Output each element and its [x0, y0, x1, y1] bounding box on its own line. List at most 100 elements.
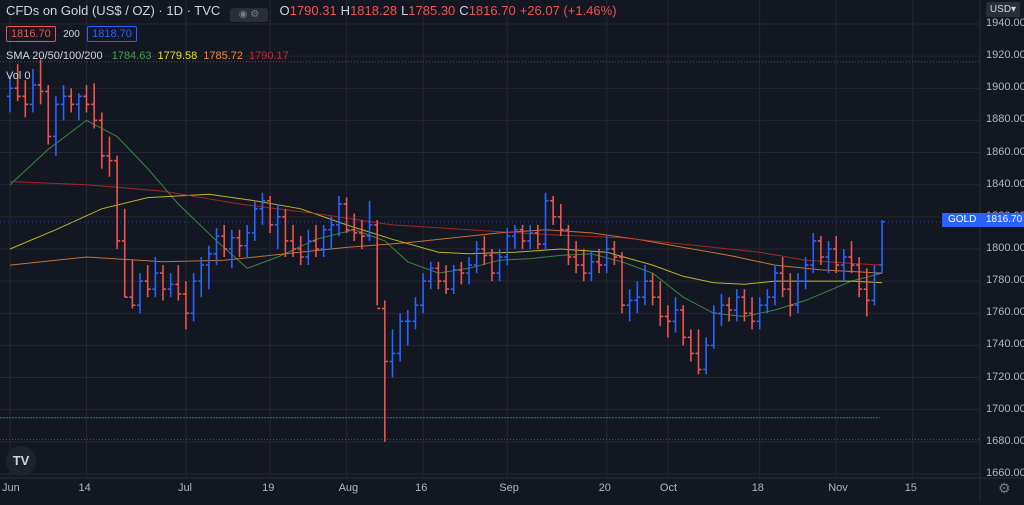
- spread-label: 200: [63, 29, 80, 40]
- bid-price-box[interactable]: 1816.70: [6, 26, 56, 42]
- ohlc-bar: [488, 248, 495, 282]
- ohlc-bar: [75, 93, 82, 121]
- ohlc-bar: [60, 85, 67, 121]
- ohlc-bar: [7, 75, 13, 113]
- ohlc-bar: [14, 64, 21, 102]
- ohlc-bar: [580, 248, 587, 282]
- ohlc-bar: [381, 300, 388, 442]
- price-tick: 1900.00: [986, 81, 1024, 94]
- sma-value: 1784.63: [111, 50, 152, 62]
- ohlc-bar: [267, 195, 274, 233]
- ohlc-bar: [328, 216, 335, 249]
- ohlc-bar: [863, 268, 870, 317]
- ohlc-bar: [68, 88, 75, 113]
- ohlc-bar: [313, 224, 319, 258]
- ohlc-bar: [167, 273, 174, 298]
- ohlc-bar: [389, 329, 396, 378]
- ohlc-bar: [297, 236, 304, 266]
- ohlc-bar: [817, 236, 824, 266]
- ohlc-bar: [137, 273, 144, 314]
- ohlc-bar: [205, 245, 212, 290]
- ohlc-bar: [121, 208, 128, 298]
- currency-selector[interactable]: USD▾: [986, 2, 1020, 17]
- ohlc-bar: [496, 248, 503, 282]
- ohlc-bar: [274, 203, 281, 249]
- ohlc-bar: [726, 297, 733, 322]
- ohlc-readout: O1790.31 H1818.28 L1785.30 C1816.70 +26.07 (…: [276, 3, 617, 18]
- ask-price-box[interactable]: 1818.70: [87, 26, 137, 42]
- ohlc-bar: [534, 224, 541, 249]
- currency-label: USD: [989, 4, 1012, 15]
- ohlc-bar: [450, 265, 457, 294]
- price-tick: 1720.00: [986, 370, 1024, 383]
- visibility-toggle-icon[interactable]: ◉ ⚙: [229, 8, 268, 22]
- ohlc-bar: [427, 261, 434, 290]
- ohlc-bar: [710, 305, 717, 349]
- ohlc-bar: [573, 240, 580, 274]
- ohlc-bar: [305, 229, 312, 266]
- time-tick: 15: [904, 482, 917, 494]
- ohlc-bar: [810, 232, 817, 274]
- ohlc-bar: [182, 281, 189, 330]
- sma-values: 1784.63 1779.58 1785.72 1790.17: [106, 50, 289, 62]
- ohlc-bar: [527, 224, 534, 249]
- sma-label: SMA 20/50/100/200: [6, 50, 103, 62]
- ohlc-key: O: [279, 3, 290, 18]
- ohlc-bar: [320, 224, 327, 258]
- ohlc-bar: [672, 297, 679, 333]
- time-tick: Sep: [499, 482, 519, 494]
- ohlc-bar: [565, 224, 572, 266]
- ohlc-bar: [611, 240, 618, 266]
- ohlc-bar: [703, 337, 710, 375]
- ohlc-bar: [840, 248, 847, 282]
- ohlc-bar: [228, 229, 235, 269]
- ohlc-bar: [129, 260, 136, 309]
- ohlc-bar: [106, 136, 113, 177]
- ohlc-bar: [221, 224, 228, 258]
- ohlc-value: +26.07 (+1.46%): [519, 3, 617, 18]
- ohlc-bar: [557, 203, 564, 237]
- ohlc-bar: [802, 257, 809, 290]
- ohlc-bar: [481, 236, 488, 266]
- last-price-tag: GOLD 1816.70: [942, 213, 1024, 227]
- ohlc-bar: [366, 200, 373, 241]
- ohlc-bar: [519, 224, 526, 249]
- tradingview-logo[interactable]: TV: [6, 446, 36, 476]
- ohlc-bar: [160, 265, 166, 301]
- price-tick: 1880.00: [986, 113, 1024, 126]
- time-tick: 16: [415, 482, 428, 494]
- time-tick: 18: [751, 482, 764, 494]
- grid: [0, 0, 980, 478]
- price-tick: 1800.00: [986, 241, 1024, 254]
- sma-value: 1779.58: [157, 50, 198, 62]
- ohlc-value: 1816.70: [468, 3, 516, 18]
- volume-legend[interactable]: Vol 0: [6, 70, 31, 82]
- ohlc-bar: [91, 83, 98, 129]
- price-tick: 1680.00: [986, 434, 1024, 447]
- ohlc-bar: [198, 257, 205, 298]
- ohlc-key: H: [340, 3, 351, 18]
- ohlc-bar: [412, 297, 419, 330]
- ohlc-bar: [29, 68, 36, 113]
- time-tick: Oct: [659, 482, 678, 494]
- ohlc-bar: [619, 252, 625, 314]
- ohlc-bar: [458, 261, 465, 285]
- ohlc-bar: [358, 220, 365, 249]
- ohlc-bar: [282, 208, 289, 258]
- ohlc-bar: [251, 200, 258, 241]
- ohlc-bar: [466, 257, 472, 285]
- ohlc-bar: [550, 195, 557, 225]
- price-tick: 1920.00: [986, 49, 1024, 62]
- ohlc-bar: [175, 265, 182, 301]
- ohlc-bar: [504, 228, 511, 266]
- ohlc-bar: [856, 257, 863, 298]
- sma-legend[interactable]: SMA 20/50/100/200 1784.63 1779.58 1785.72 1…: [6, 50, 289, 62]
- ohlc-bar: [144, 265, 151, 298]
- price-tick: 1940.00: [986, 17, 1024, 29]
- ohlc-value: 1818.28: [350, 3, 398, 18]
- time-tick: Jul: [177, 482, 192, 494]
- settings-gear-icon[interactable]: ⚙: [998, 480, 1011, 496]
- ohlc-bar: [657, 281, 664, 327]
